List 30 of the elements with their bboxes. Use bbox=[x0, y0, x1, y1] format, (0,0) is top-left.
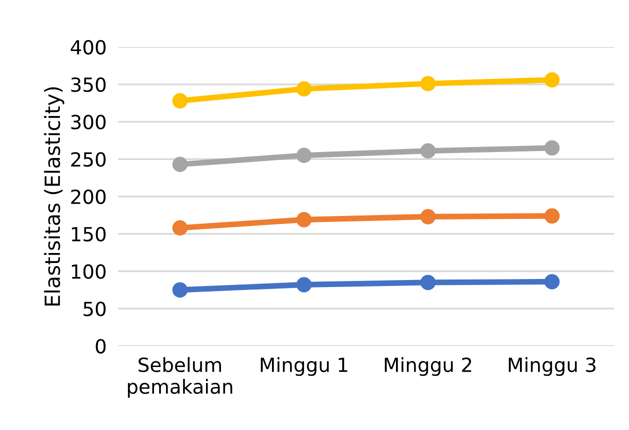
point bbox=[420, 76, 436, 92]
point bbox=[544, 140, 560, 156]
point bbox=[420, 143, 436, 159]
point bbox=[296, 81, 312, 96]
point bbox=[172, 156, 188, 172]
point bbox=[172, 220, 188, 236]
point bbox=[544, 274, 560, 290]
y-axis-title: Elastisitas (Elasticity) bbox=[44, 87, 64, 306]
point bbox=[420, 209, 436, 224]
point bbox=[296, 212, 312, 228]
y-tick-label: 350 bbox=[71, 77, 106, 92]
y-tick-label: 50 bbox=[84, 302, 106, 316]
point bbox=[544, 208, 560, 224]
y-tick-label: 100 bbox=[72, 264, 106, 279]
point bbox=[544, 72, 560, 88]
y-tick-label: 300 bbox=[71, 114, 106, 130]
x-tick-label: Sebelum pemakaian bbox=[128, 357, 232, 398]
y-tick-label: 200 bbox=[71, 189, 106, 204]
point bbox=[172, 282, 188, 298]
y-tick-label: 0 bbox=[96, 338, 106, 354]
x-tick-label: Minggu 1 bbox=[260, 357, 348, 376]
y-tick-label: 150 bbox=[72, 226, 106, 242]
y-tick-label: 250 bbox=[71, 152, 106, 167]
y-tick-label: 400 bbox=[70, 40, 106, 55]
point bbox=[296, 277, 312, 292]
point bbox=[172, 93, 188, 108]
x-tick-label: Minggu 2 bbox=[384, 357, 472, 376]
x-tick-label: Minggu 3 bbox=[508, 357, 596, 376]
point bbox=[420, 274, 436, 290]
point bbox=[296, 148, 312, 164]
